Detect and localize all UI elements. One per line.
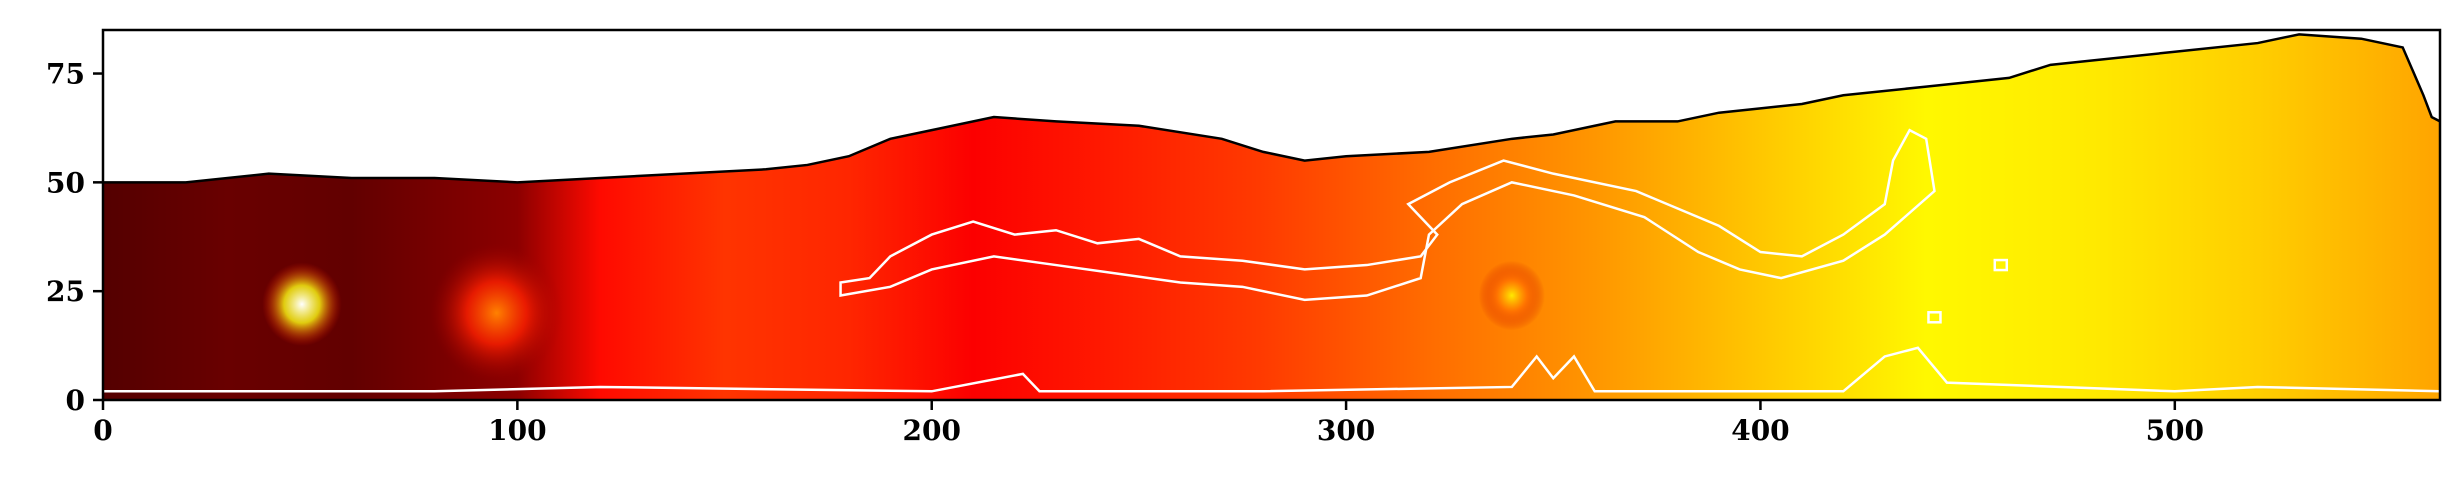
y-tick-label: 25 (46, 275, 85, 308)
data-top-edge (103, 33, 2441, 184)
x-tick-label: 300 (1317, 414, 1375, 447)
x-tick-label: 100 (488, 414, 546, 447)
contour-blob (1993, 258, 2009, 272)
x-tick-label: 200 (902, 414, 960, 447)
contour-blob (1927, 311, 1942, 324)
bright-spot (430, 243, 563, 383)
axes-frame (101, 28, 2442, 402)
heatmap-image (103, 34, 2440, 400)
y-tick-label: 75 (46, 58, 85, 91)
x-tick-label: 400 (1731, 414, 1789, 447)
bright-spot (1478, 260, 1545, 331)
contour-filament (839, 128, 1936, 302)
y-tick-label: 50 (46, 166, 85, 199)
y-tick-label: 0 (66, 384, 85, 417)
plot-area (103, 33, 2441, 400)
bright-spot (262, 262, 342, 347)
x-tick-label: 500 (2146, 414, 2204, 447)
axes: 0 100 200 300 400 500 0 25 50 75 (46, 28, 2442, 447)
x-tick-label: 0 (93, 414, 112, 447)
contour-bottom-band (103, 346, 2441, 393)
